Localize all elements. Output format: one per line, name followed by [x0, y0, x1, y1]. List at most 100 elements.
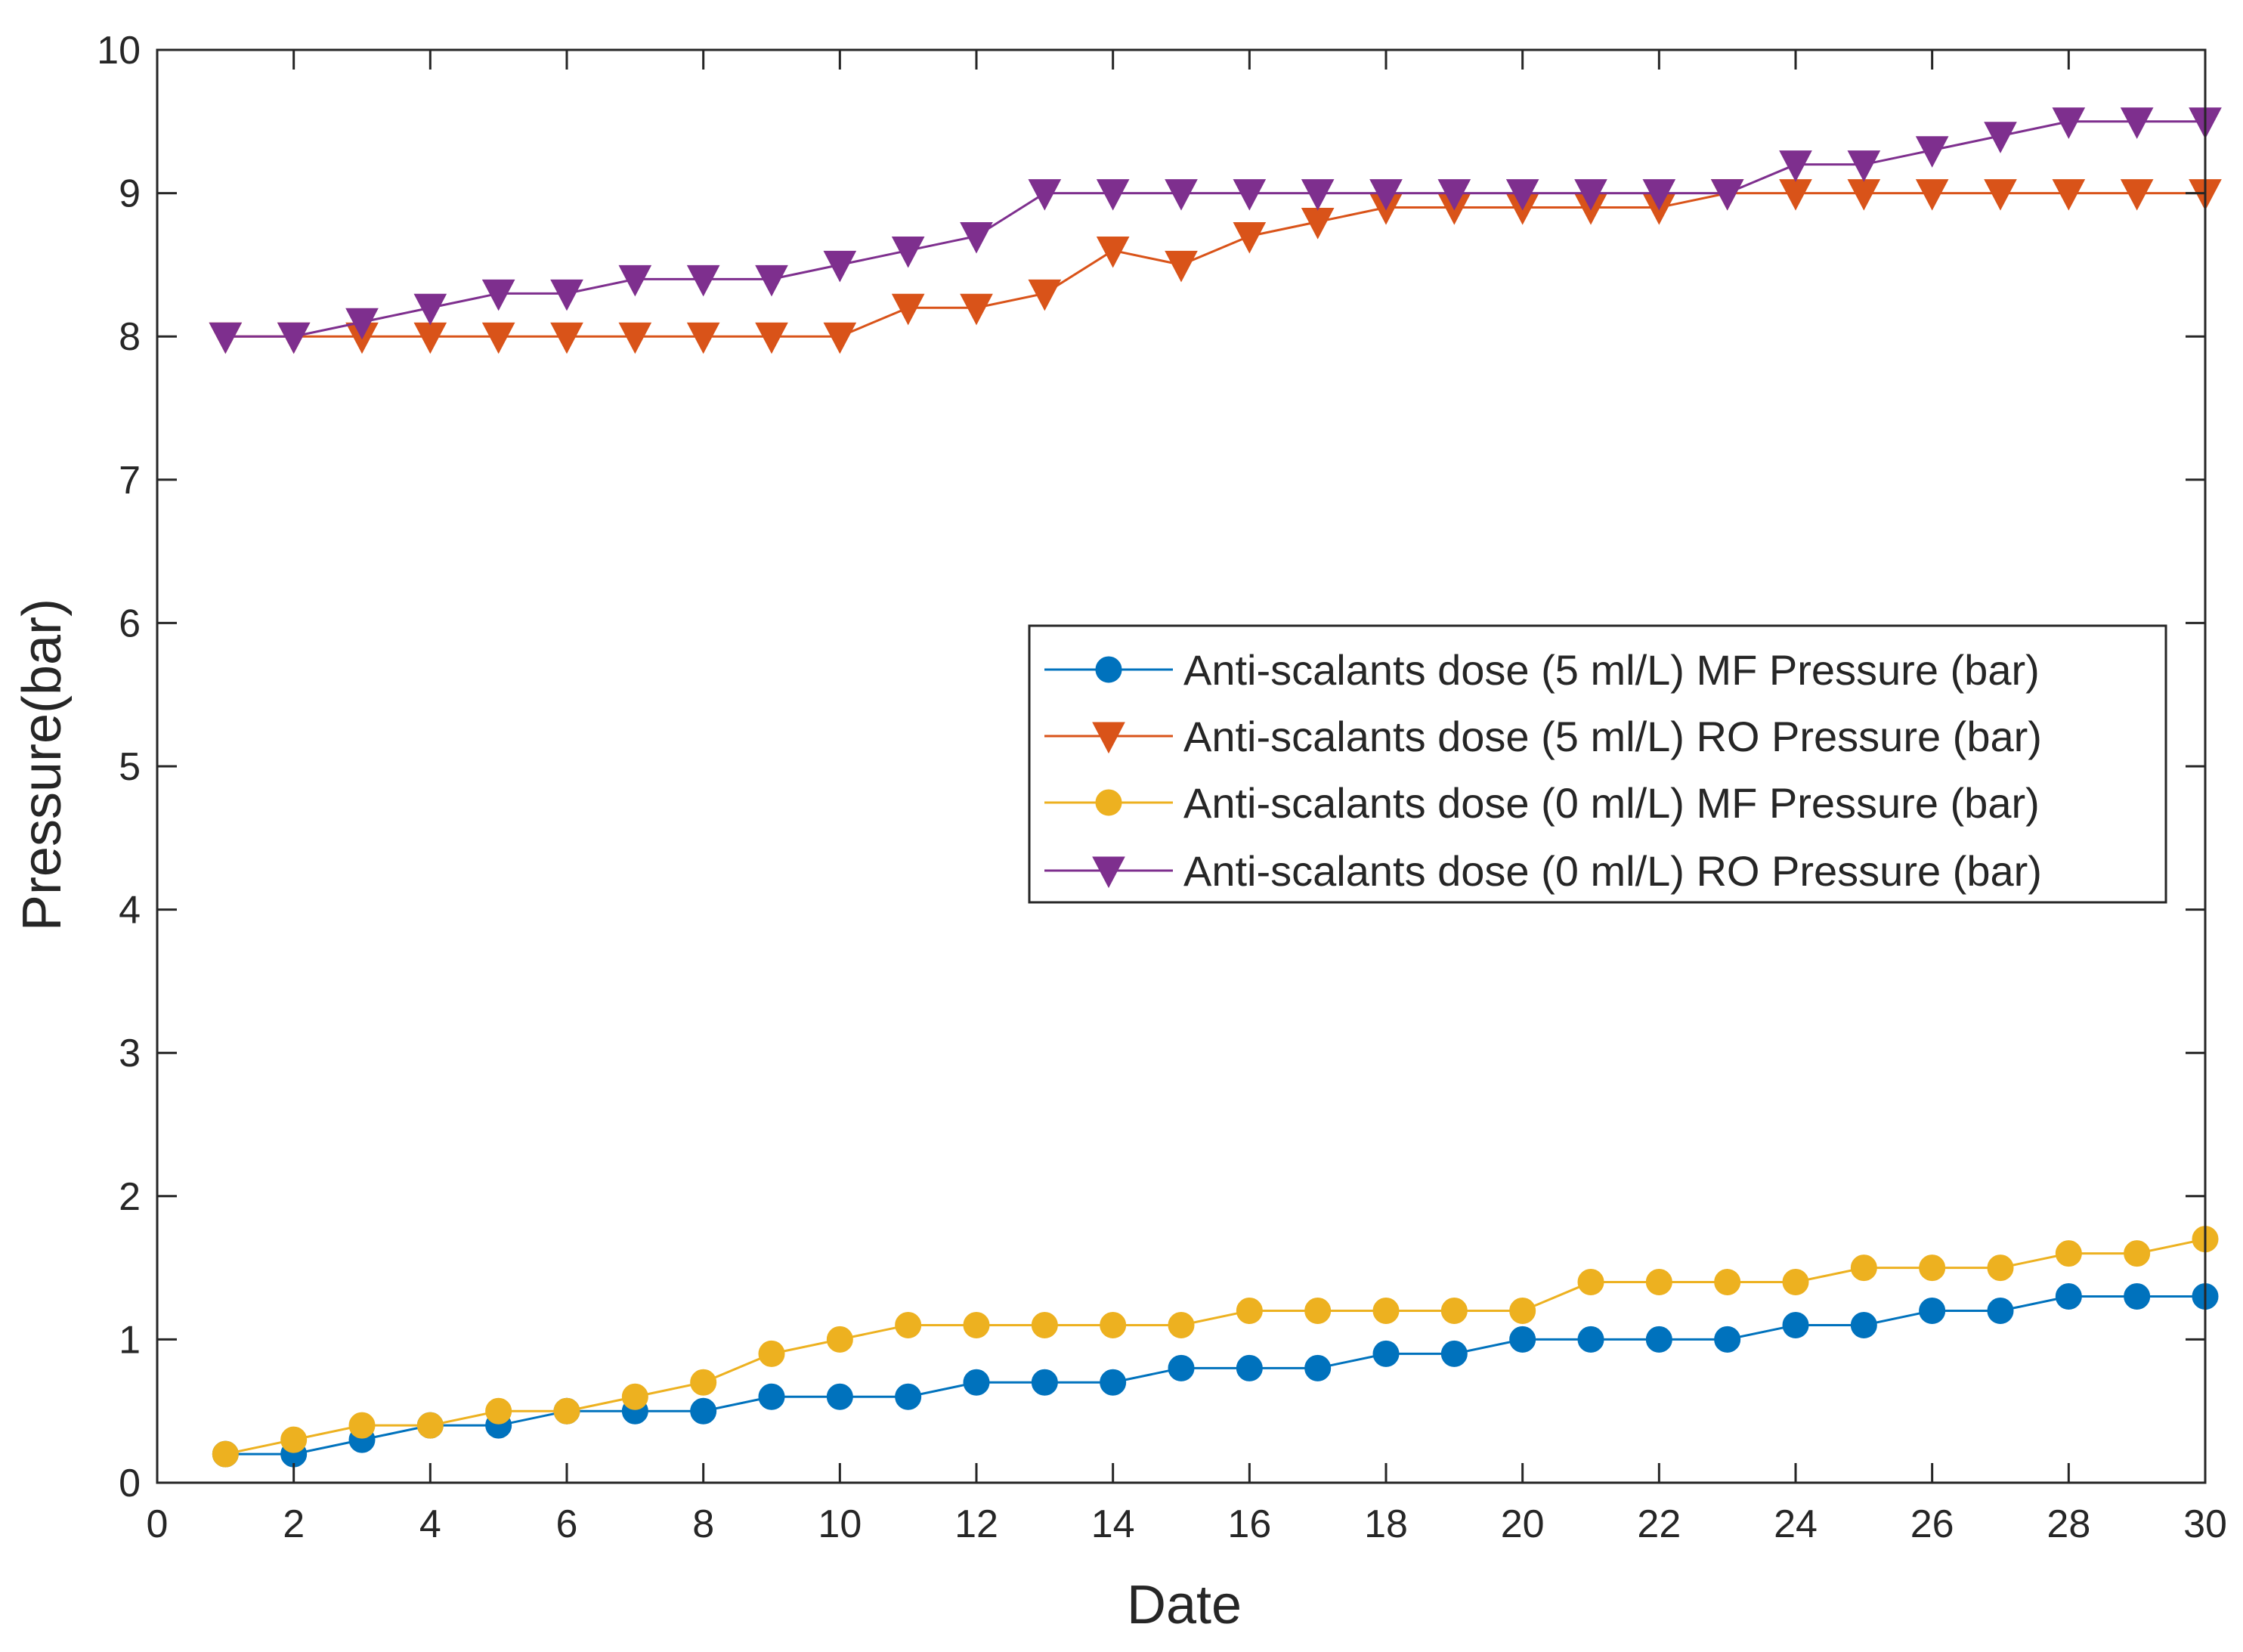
x-tick-label: 30: [2183, 1502, 2227, 1546]
data-point-2: [416, 1412, 444, 1439]
data-point-2: [1919, 1254, 1946, 1282]
x-axis-title: Date: [1127, 1575, 1242, 1635]
data-point-1: [2120, 179, 2154, 211]
data-point-2: [1850, 1254, 1877, 1282]
data-point-2: [1100, 1311, 1127, 1338]
data-point-3: [1505, 179, 1539, 211]
data-point-1: [1028, 279, 1062, 311]
data-point-0: [895, 1383, 922, 1410]
x-tick-label: 4: [419, 1502, 441, 1546]
data-point-1: [891, 293, 925, 326]
data-point-2: [1645, 1269, 1672, 1296]
data-point-3: [2120, 107, 2154, 139]
data-point-0: [1168, 1354, 1195, 1381]
y-tick-label: 1: [119, 1318, 141, 1362]
data-point-0: [963, 1369, 990, 1396]
data-point-0: [1577, 1326, 1604, 1353]
data-point-2: [2055, 1240, 2082, 1267]
data-point-1: [618, 322, 652, 354]
data-point-2: [1782, 1269, 1809, 1296]
data-point-3: [1779, 150, 1812, 182]
data-point-3: [618, 265, 652, 297]
data-point-2: [1509, 1297, 1536, 1324]
data-point-3: [960, 221, 993, 254]
data-point-1: [1165, 250, 1198, 283]
data-point-1: [960, 293, 993, 326]
data-point-3: [1437, 179, 1471, 211]
data-point-3: [1915, 136, 1949, 168]
data-point-2: [1236, 1297, 1263, 1324]
x-tick-label: 12: [954, 1502, 998, 1546]
data-point-2: [1304, 1297, 1332, 1324]
data-point-2: [1714, 1269, 1741, 1296]
data-point-0: [1372, 1340, 1400, 1367]
y-tick-label: 2: [119, 1175, 141, 1219]
data-point-3: [277, 322, 311, 354]
data-point-0: [2055, 1283, 2082, 1310]
data-point-3: [1233, 179, 1267, 211]
data-point-3: [1369, 179, 1403, 211]
data-point-2: [280, 1426, 308, 1453]
data-point-3: [1096, 179, 1130, 211]
data-point-3: [686, 265, 720, 297]
data-point-3: [1574, 179, 1607, 211]
data-point-0: [1440, 1340, 1468, 1367]
x-tick-label: 10: [818, 1502, 862, 1546]
data-point-3: [1984, 122, 2017, 153]
data-point-2: [1031, 1311, 1058, 1338]
data-point-2: [1440, 1297, 1468, 1324]
data-point-3: [891, 236, 925, 268]
data-point-3: [413, 293, 447, 326]
x-tick-label: 6: [556, 1502, 578, 1546]
series-group-3: [209, 107, 2222, 354]
y-tick-label: 10: [97, 29, 141, 73]
legend-marker-1: [1092, 722, 1125, 754]
x-tick-label: 0: [147, 1502, 169, 1546]
y-tick-label: 9: [119, 172, 141, 216]
series-layer: [209, 107, 2222, 1468]
y-tick-label: 5: [119, 745, 141, 789]
data-point-2: [553, 1397, 580, 1425]
data-point-3: [209, 322, 243, 354]
data-point-3: [1028, 179, 1062, 211]
data-point-1: [1915, 179, 1949, 211]
data-point-0: [2124, 1283, 2151, 1310]
data-point-2: [1372, 1297, 1400, 1324]
x-tick-label: 24: [1774, 1502, 1818, 1546]
legend-box: [1028, 624, 2167, 904]
legend-marker-3: [1092, 856, 1125, 889]
series-group-1: [209, 179, 2222, 354]
x-tick-label: 26: [1910, 1502, 1954, 1546]
data-point-2: [348, 1412, 376, 1439]
data-point-0: [826, 1383, 853, 1410]
data-point-1: [686, 322, 720, 354]
data-point-1: [550, 322, 583, 354]
data-point-2: [690, 1369, 717, 1396]
data-point-2: [1987, 1254, 2014, 1282]
data-point-3: [345, 308, 379, 340]
data-point-0: [1031, 1369, 1058, 1396]
y-tick-label: 4: [119, 889, 141, 933]
data-point-0: [1782, 1311, 1809, 1338]
legend-marker-0: [1095, 656, 1122, 683]
data-point-3: [1165, 179, 1198, 211]
data-point-3: [1847, 150, 1881, 182]
data-point-2: [826, 1326, 853, 1353]
data-point-0: [1919, 1297, 1946, 1324]
data-point-0: [1850, 1311, 1877, 1338]
data-point-3: [481, 279, 515, 311]
y-tick-label: 7: [119, 459, 141, 503]
data-point-2: [621, 1383, 648, 1410]
series-line-1: [225, 192, 2205, 338]
data-point-3: [823, 250, 857, 283]
y-axis-title: Pressure(bar): [12, 599, 73, 931]
data-point-3: [755, 265, 788, 297]
x-tick-label: 8: [692, 1502, 714, 1546]
data-point-1: [755, 322, 788, 354]
x-tick-label: 20: [1501, 1502, 1545, 1546]
data-point-0: [1100, 1369, 1127, 1396]
y-tick-label: 3: [119, 1032, 141, 1075]
x-tick-label: 2: [283, 1502, 305, 1546]
